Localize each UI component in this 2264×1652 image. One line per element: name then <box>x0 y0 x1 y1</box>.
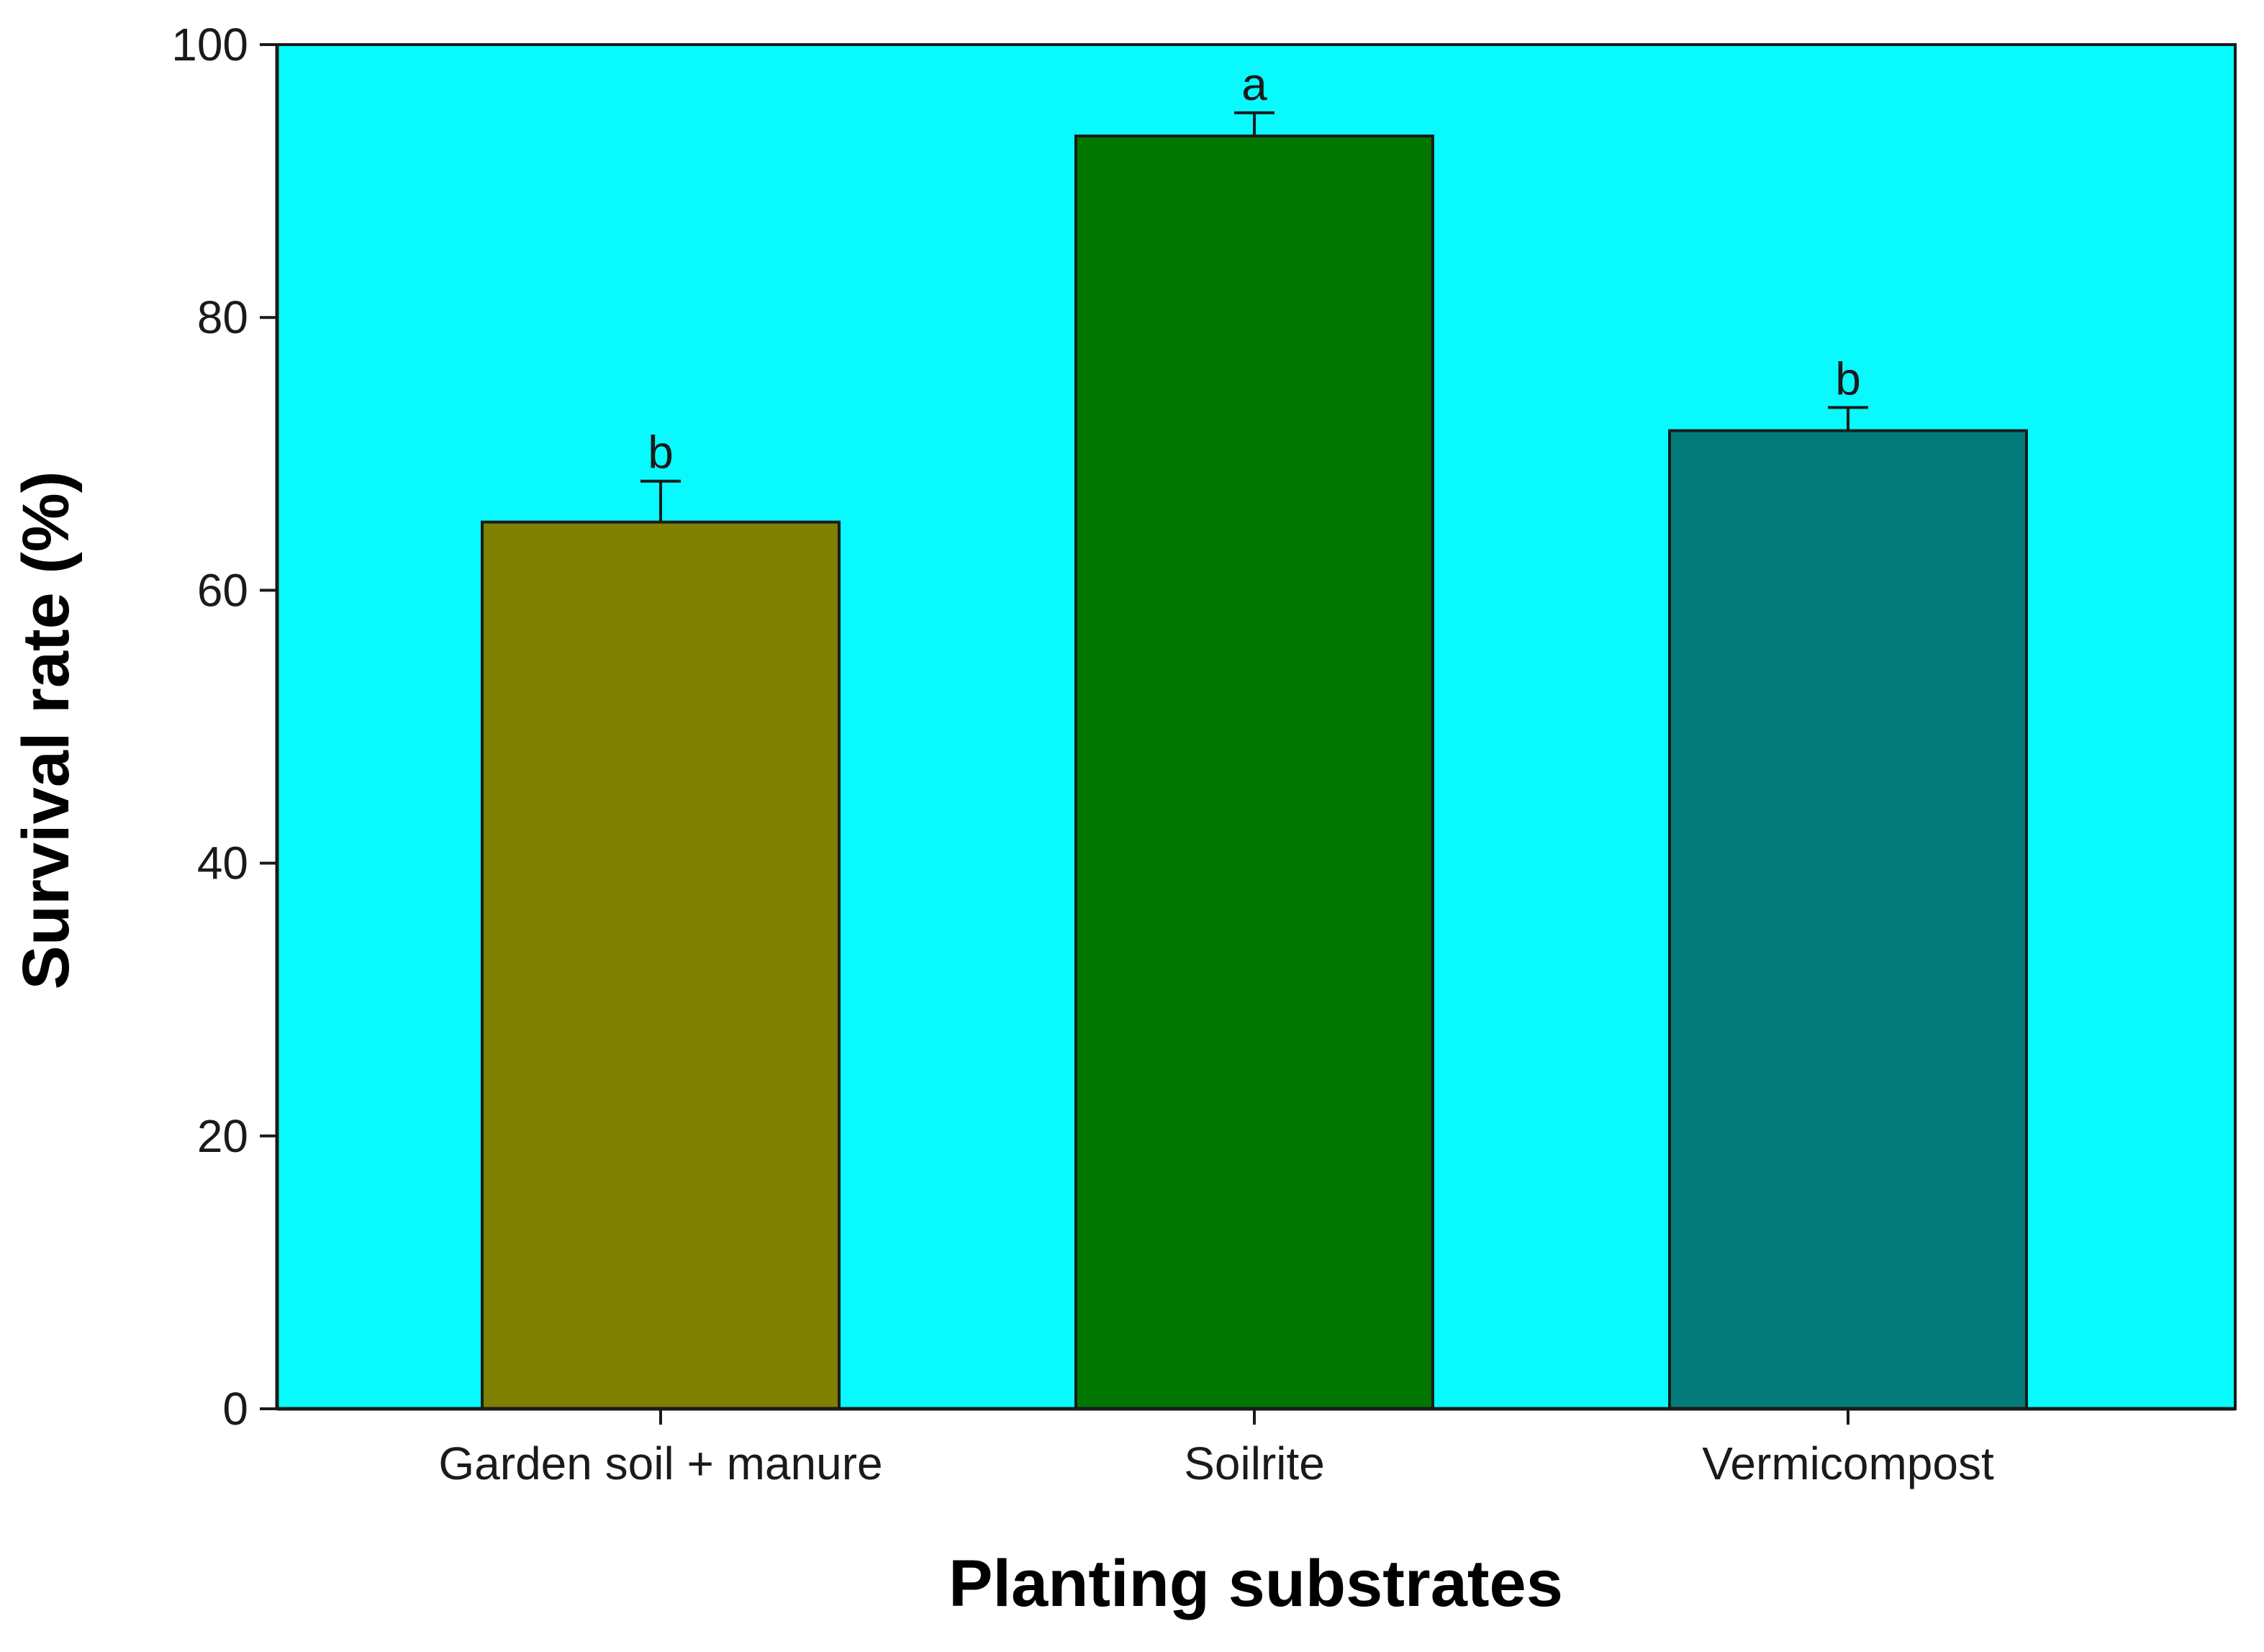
significance-label-2: a <box>1241 58 1267 110</box>
y-tick-label-1: 0 <box>222 1383 248 1435</box>
y-tick-label-2: 20 <box>197 1110 248 1162</box>
bar-1 <box>481 520 841 1410</box>
y-tick-label-4: 60 <box>197 564 248 616</box>
bar-3 <box>1668 429 2028 1410</box>
x-tick-label-1: Garden soil + manure <box>438 1438 882 1489</box>
bar-2 <box>1074 135 1434 1411</box>
significance-label-3: b <box>1835 353 1861 404</box>
significance-label-1: b <box>648 427 674 478</box>
y-tick-label-3: 40 <box>197 838 248 889</box>
y-tick-label-6: 100 <box>171 19 248 71</box>
axes-group <box>260 43 2235 1425</box>
y-tick-label-5: 80 <box>197 291 248 343</box>
x-tick-label-3: Vermicompost <box>1702 1438 1994 1489</box>
x-tick-label-2: Soilrite <box>1184 1438 1325 1489</box>
y-axis-title: Survival rate (%) <box>9 471 83 990</box>
labels-group: Survival rate (%) Planting substrates Ga… <box>9 19 1994 1620</box>
x-axis-title: Planting substrates <box>948 1547 1563 1620</box>
bar-marks-group: b a b <box>481 58 2028 1411</box>
